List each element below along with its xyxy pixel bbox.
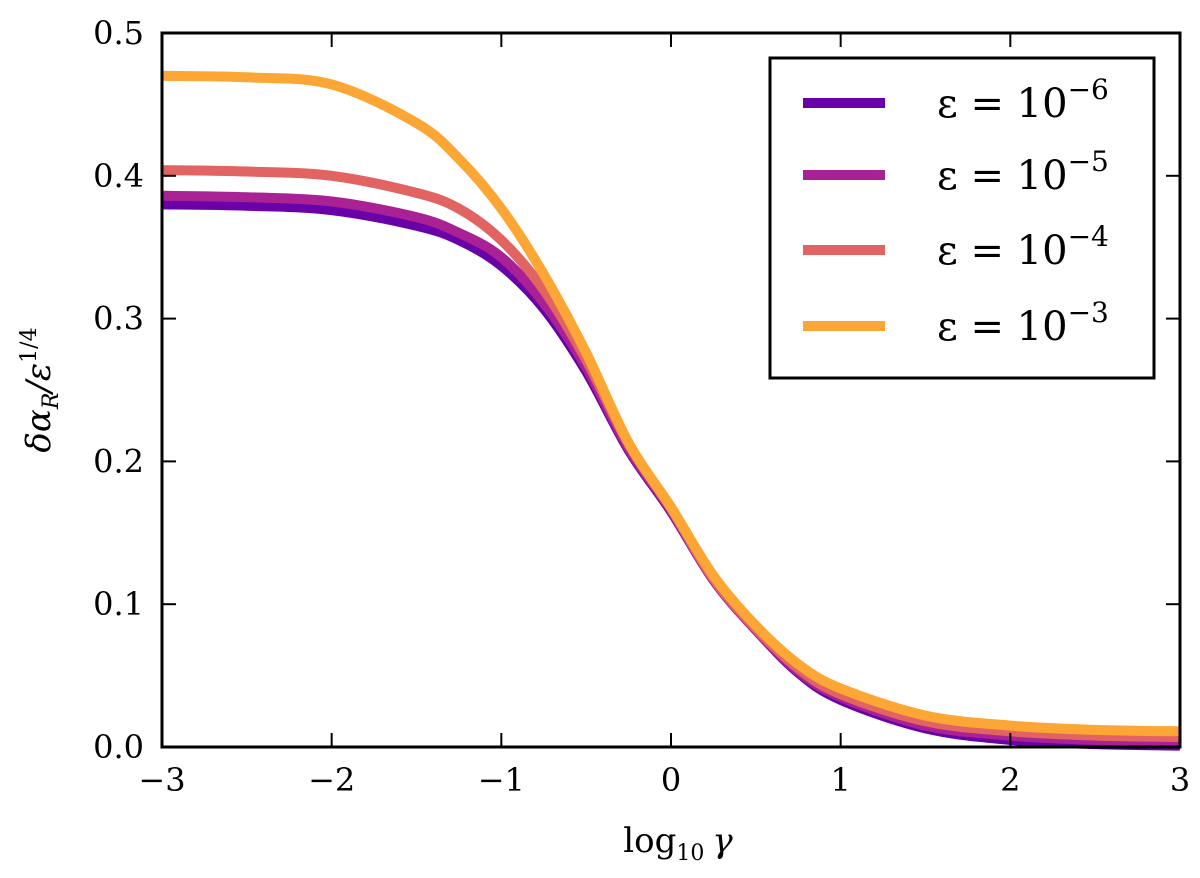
legend-label-2: ε = 10−5 bbox=[937, 145, 1109, 199]
tick-labels: −3 −2 −1 0 1 2 3 0.0 0.1 0.2 0.3 0.4 0.5 bbox=[93, 14, 1190, 799]
y-axis-label: δαR/ε1/4 bbox=[17, 327, 64, 452]
x-tick-label: 0 bbox=[661, 761, 681, 799]
y-tick-label: 0.3 bbox=[93, 300, 144, 338]
x-tick-label: −3 bbox=[138, 761, 185, 799]
series-line-4 bbox=[161, 70, 1181, 737]
y-tick-label: 0.2 bbox=[93, 442, 144, 480]
legend: ε = 10−6 ε = 10−5 ε = 10−4 ε = 10−3 bbox=[768, 56, 1156, 380]
legend-label-1: ε = 10−6 bbox=[937, 73, 1109, 127]
x-tick-label: −1 bbox=[478, 761, 525, 799]
y-tick-label: 0.0 bbox=[93, 728, 144, 766]
y-tick-label: 0.4 bbox=[93, 157, 144, 195]
x-axis-label: log10 γ bbox=[623, 821, 733, 866]
plot-lines bbox=[161, 70, 1181, 751]
legend-label-3: ε = 10−4 bbox=[937, 220, 1109, 274]
x-tick-label: 2 bbox=[1000, 761, 1020, 799]
y-tick-label: 0.5 bbox=[93, 14, 144, 52]
x-tick-label: 3 bbox=[1170, 761, 1190, 799]
legend-label-4: ε = 10−3 bbox=[937, 296, 1109, 350]
x-tick-label: −2 bbox=[308, 761, 355, 799]
ticks bbox=[161, 32, 1181, 748]
x-tick-label: 1 bbox=[830, 761, 850, 799]
y-tick-label: 0.1 bbox=[93, 585, 144, 623]
